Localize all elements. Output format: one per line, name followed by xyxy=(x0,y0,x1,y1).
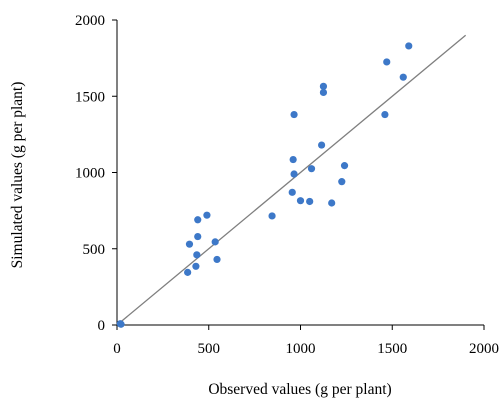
data-point xyxy=(318,141,326,149)
data-point xyxy=(193,251,201,259)
x-tick-label: 2000 xyxy=(469,341,499,357)
y-tick-label: 1000 xyxy=(75,166,105,182)
data-point xyxy=(399,73,407,81)
data-point xyxy=(307,165,316,173)
data-point xyxy=(319,88,328,97)
x-axis-title: Observed values (g per plant) xyxy=(208,381,391,398)
y-tick-label: 2000 xyxy=(75,13,105,29)
data-point xyxy=(203,211,211,219)
plot-area: 0 500 1000 1500 2000 0 500 1000 1500 2000 xyxy=(75,13,499,357)
y-axis-title: Simulated values (g per plant) xyxy=(9,82,26,269)
x-tick-label: 1000 xyxy=(286,341,316,357)
data-point xyxy=(194,216,202,224)
data-point xyxy=(319,82,328,90)
data-point xyxy=(213,255,221,264)
data-point xyxy=(185,240,194,248)
data-point xyxy=(117,320,125,328)
data-point xyxy=(194,232,202,241)
x-tick-label: 1500 xyxy=(377,341,407,357)
data-point xyxy=(328,199,336,207)
data-point xyxy=(381,110,389,119)
x-tick-label: 500 xyxy=(198,341,221,357)
data-point xyxy=(338,178,346,186)
data-point xyxy=(340,162,349,170)
y-tick-label: 500 xyxy=(83,242,106,258)
y-tick-label: 1500 xyxy=(75,89,105,105)
data-point xyxy=(306,197,314,206)
data-point xyxy=(192,262,200,270)
reference-line xyxy=(116,34,467,326)
x-tick-label: 0 xyxy=(113,341,121,357)
data-point xyxy=(383,58,391,66)
y-tick-label: 0 xyxy=(98,318,106,334)
data-point xyxy=(288,188,296,196)
data-point xyxy=(268,212,276,220)
data-point xyxy=(290,170,298,178)
data-point xyxy=(296,197,305,205)
data-point xyxy=(211,238,219,246)
data-point xyxy=(184,268,192,276)
data-point xyxy=(405,42,413,50)
data-point xyxy=(290,110,298,119)
data-point xyxy=(289,155,297,164)
